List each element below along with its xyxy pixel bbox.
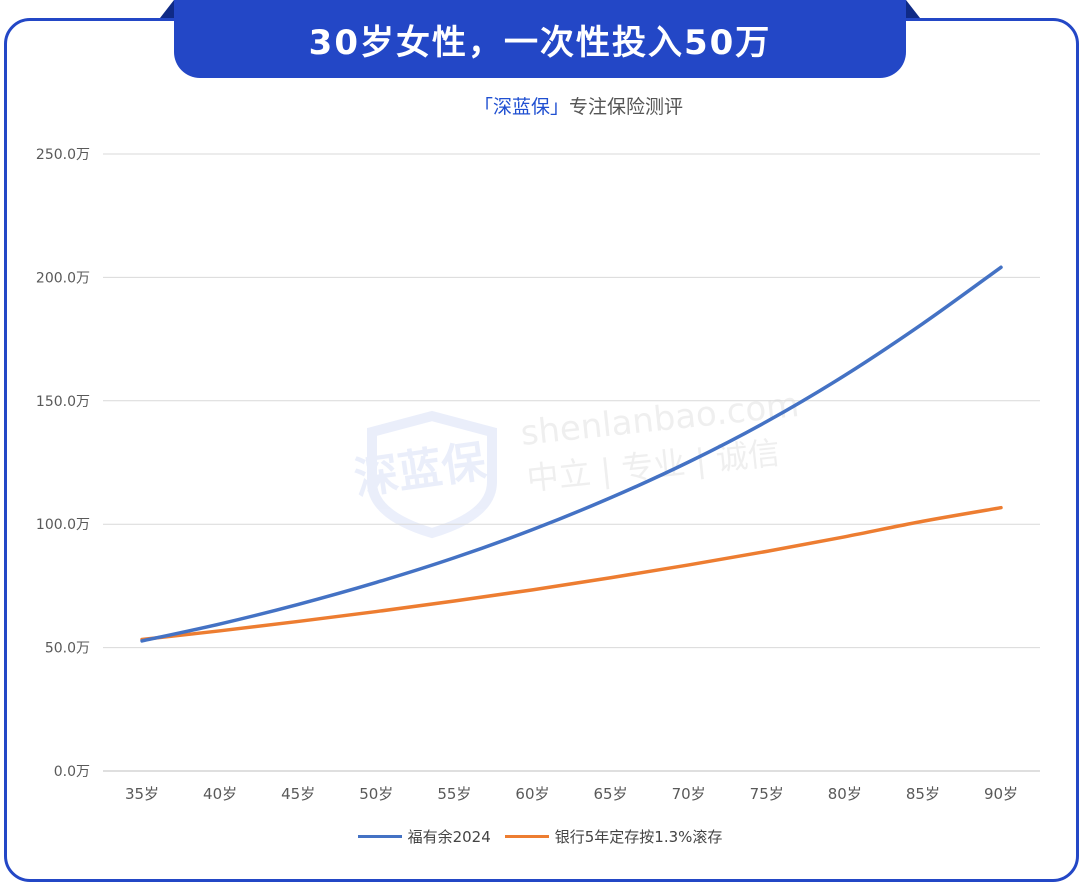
- series-lines: [140, 265, 1003, 643]
- legend-label-series-2: 银行5年定存按1.3%滚存: [554, 828, 723, 846]
- legend-item-series-2: 银行5年定存按1.3%滚存: [504, 826, 723, 847]
- card-frame: [4, 18, 1079, 882]
- subtitle-brand: 「深蓝保」: [474, 96, 570, 118]
- legend: 福有余2024 银行5年定存按1.3%滚存: [0, 826, 1080, 847]
- legend-swatch-series-1: [357, 835, 402, 838]
- shield-logo-icon: [367, 410, 497, 539]
- legend-item-series-1: 福有余2024: [357, 826, 491, 847]
- x-tick-label: 50岁: [359, 785, 393, 803]
- title-banner: 30岁女性，一次性投入50万: [160, 0, 920, 78]
- page-title: 30岁女性，一次性投入50万: [308, 22, 772, 63]
- x-tick-label: 90岁: [984, 785, 1018, 803]
- legend-swatch-series-2: [504, 835, 549, 838]
- x-tick-label: 65岁: [593, 785, 627, 803]
- y-tick-label: 50.0万: [45, 641, 90, 657]
- series-line-1: [140, 265, 1003, 643]
- x-tick-label: 85岁: [906, 785, 940, 803]
- legend-label-series-1: 福有余2024: [407, 828, 491, 846]
- x-tick-label: 55岁: [437, 785, 471, 803]
- y-tick-label: 100.0万: [36, 517, 90, 533]
- x-tick-label: 60岁: [515, 785, 549, 803]
- x-tick-label: 80岁: [828, 785, 862, 803]
- y-tick-label: 250.0万: [36, 147, 90, 163]
- x-tick-label: 40岁: [203, 785, 237, 803]
- x-tick-label: 75岁: [750, 785, 784, 803]
- x-axis: 35岁 40岁 45岁 50岁 55岁 60岁 65岁 70岁 75岁 80岁 85岁 90岁: [125, 785, 1018, 803]
- grid-lines: [103, 153, 1040, 772]
- x-tick-label: 45岁: [281, 785, 315, 803]
- y-tick-label: 200.0万: [36, 270, 90, 286]
- y-tick-label: 0.0万: [54, 764, 90, 780]
- subtitle: 「深蓝保」专注保险测评: [474, 92, 683, 119]
- y-axis: 0.0万 50.0万 100.0万 150.0万 200.0万 250.0万: [36, 147, 90, 780]
- subtitle-rest: 专注保险测评: [569, 96, 684, 118]
- y-tick-label: 150.0万: [36, 394, 90, 410]
- x-tick-label: 35岁: [125, 785, 159, 803]
- x-tick-label: 70岁: [672, 785, 706, 803]
- series-line-2: [140, 505, 1003, 642]
